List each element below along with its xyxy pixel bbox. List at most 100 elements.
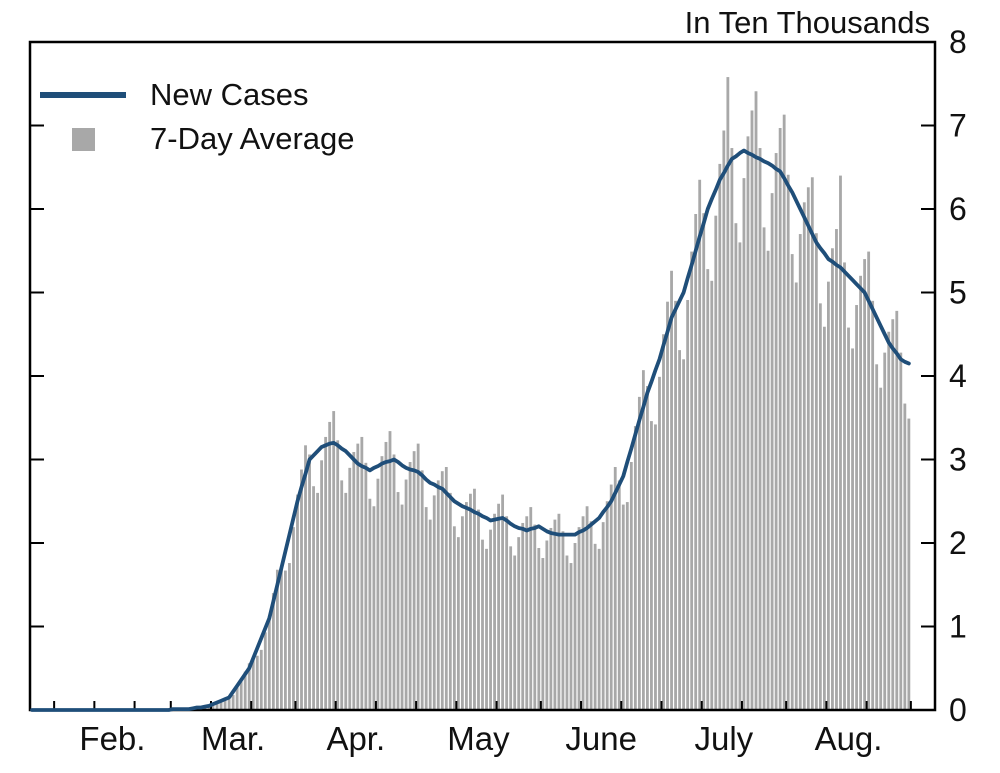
y-axis-label: 7 (949, 108, 967, 144)
bar (376, 478, 380, 710)
bar (239, 679, 243, 710)
bar (235, 686, 239, 710)
bar (340, 480, 344, 711)
bar (384, 441, 388, 710)
bar (561, 531, 565, 710)
bar (452, 526, 456, 710)
bar (251, 657, 255, 710)
chart-title: In Ten Thousands (684, 5, 930, 40)
bar (247, 663, 251, 710)
bar (243, 671, 247, 710)
bar (722, 130, 726, 710)
bar (750, 110, 754, 711)
bar (714, 215, 718, 710)
bar (513, 555, 517, 710)
bar (625, 502, 629, 710)
legend-item-new-cases: New Cases (40, 76, 355, 114)
bar (742, 178, 746, 711)
bar (227, 699, 231, 710)
bar (734, 223, 738, 710)
bar (758, 148, 762, 711)
bar (585, 506, 589, 710)
bar (770, 193, 774, 710)
bar (839, 175, 842, 711)
bar (348, 467, 352, 710)
bar (396, 492, 400, 710)
bar (847, 327, 850, 710)
bar (533, 524, 537, 710)
bar (537, 548, 541, 710)
bar (786, 174, 790, 710)
bar (694, 214, 698, 710)
bar (456, 537, 460, 710)
bar (637, 396, 641, 711)
square-swatch-box (40, 127, 126, 151)
bar (573, 543, 577, 710)
x-axis-label: Mar. (201, 720, 265, 757)
bar (730, 148, 734, 711)
bar (493, 513, 496, 710)
bar (549, 527, 553, 710)
bar (633, 426, 637, 710)
bar (509, 546, 513, 710)
bar (557, 513, 561, 710)
bar (444, 467, 448, 710)
x-axis-minor-ticks (53, 701, 912, 710)
bar (794, 282, 798, 710)
bar (593, 543, 597, 710)
bar (718, 163, 722, 710)
bar (827, 281, 830, 710)
bar (666, 301, 669, 710)
bar (332, 411, 336, 710)
bar (263, 632, 267, 710)
bar (601, 522, 605, 711)
bar (597, 548, 601, 710)
bar (541, 558, 545, 710)
bar (814, 233, 818, 710)
bar (778, 128, 782, 710)
plot-border (28, 40, 937, 712)
bar (267, 615, 271, 710)
bar (774, 153, 778, 711)
bar (440, 471, 444, 710)
bar (605, 501, 609, 710)
bar (215, 701, 219, 710)
y-axis-label: 6 (949, 191, 967, 227)
bar (372, 506, 376, 710)
bar (388, 431, 392, 710)
bar (790, 254, 794, 710)
bar (690, 251, 694, 710)
bar (907, 418, 911, 710)
bar (364, 462, 368, 710)
bar (275, 569, 279, 710)
bar (806, 187, 810, 711)
bar (670, 270, 673, 710)
bar (867, 251, 871, 710)
x-axis-label: June (565, 720, 637, 757)
bar (424, 507, 428, 710)
bar (589, 521, 593, 710)
bar (320, 460, 324, 710)
x-axis-label: July (694, 720, 753, 757)
bar (855, 305, 858, 710)
bar (629, 462, 633, 710)
bar (662, 334, 665, 710)
bar (477, 509, 480, 710)
bar (344, 492, 348, 710)
bar (682, 359, 686, 710)
bar (368, 498, 372, 710)
bar (292, 527, 295, 710)
bar (211, 704, 215, 710)
bar (903, 403, 907, 710)
x-axis-labels: Feb. Mar. Apr. May June July Aug. (79, 720, 882, 757)
bar (529, 507, 533, 710)
y-axis-labels: 0 1 2 3 4 5 6 7 8 (949, 24, 967, 728)
bar (698, 179, 702, 710)
bar (545, 540, 549, 710)
bar (895, 310, 899, 710)
bar (469, 493, 472, 710)
bar (766, 250, 770, 710)
bar (674, 300, 677, 710)
bar (380, 456, 384, 710)
